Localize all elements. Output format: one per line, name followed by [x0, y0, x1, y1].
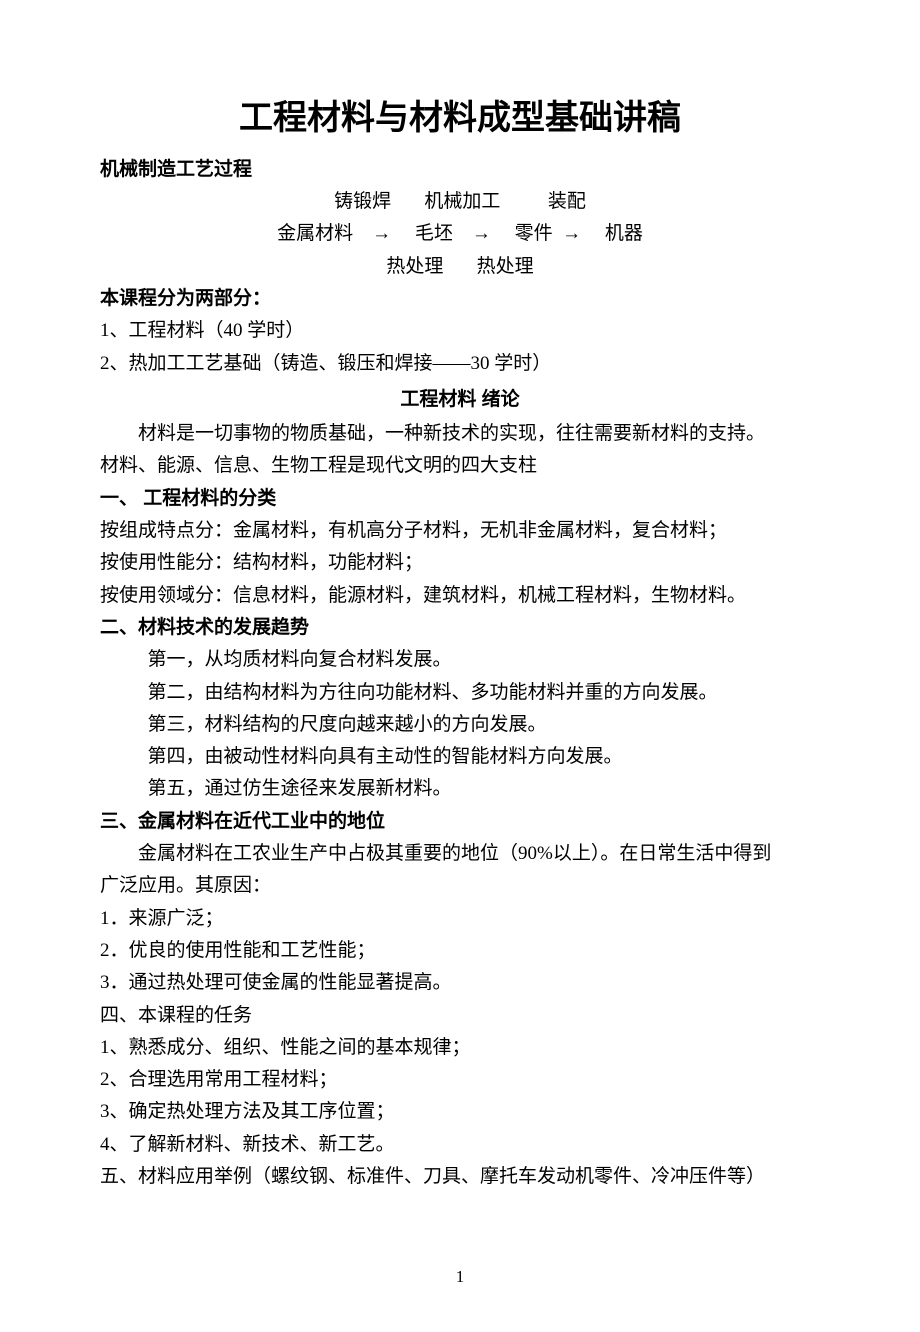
heading-2: 二、材料技术的发展趋势: [100, 612, 820, 644]
position-line-1: 金属材料在工农业生产中占极其重要的地位（90%以上）。在日常生活中得到: [100, 838, 820, 870]
reason-3: 3．通过热处理可使金属的性能显著提高。: [100, 967, 820, 999]
heading-5: 五、材料应用举例（螺纹钢、标准件、刀具、摩托车发动机零件、冷冲压件等）: [100, 1161, 820, 1193]
section-title: 工程材料 绪论: [100, 384, 820, 416]
flow-row-1: 铸锻焊 机械加工 装配: [100, 186, 820, 218]
heading-1: 一、 工程材料的分类: [100, 483, 820, 515]
mech-process-heading: 机械制造工艺过程: [100, 154, 820, 186]
position-line-2: 广泛应用。其原因：: [100, 870, 820, 902]
trend-3: 第三，材料结构的尺度向越来越小的方向发展。: [100, 709, 820, 741]
task-1: 1、熟悉成分、组织、性能之间的基本规律；: [100, 1032, 820, 1064]
reason-2: 2．优良的使用性能和工艺性能；: [100, 935, 820, 967]
document-page: 工程材料与材料成型基础讲稿 机械制造工艺过程 铸锻焊 机械加工 装配 金属材料 …: [0, 0, 920, 1332]
reason-1: 1．来源广泛；: [100, 903, 820, 935]
task-4: 4、了解新材料、新技术、新工艺。: [100, 1129, 820, 1161]
page-number: 1: [100, 1263, 820, 1292]
classification-1: 按组成特点分：金属材料，有机高分子材料，无机非金属材料，复合材料；: [100, 515, 820, 547]
classification-3: 按使用领域分：信息材料，能源材料，建筑材料，机械工程材料，生物材料。: [100, 580, 820, 612]
trend-5: 第五，通过仿生途径来发展新材料。: [100, 773, 820, 805]
classification-2: 按使用性能分：结构材料，功能材料；: [100, 547, 820, 579]
intro-line-2: 材料、能源、信息、生物工程是现代文明的四大支柱: [100, 450, 820, 482]
task-3: 3、确定热处理方法及其工序位置；: [100, 1096, 820, 1128]
flow-row-3: 热处理 热处理: [100, 251, 820, 283]
course-part-1: 1、工程材料（40 学时）: [100, 315, 820, 347]
heading-3: 三、金属材料在近代工业中的地位: [100, 806, 820, 838]
intro-line-1: 材料是一切事物的物质基础，一种新技术的实现，往往需要新材料的支持。: [100, 418, 820, 450]
trend-4: 第四，由被动性材料向具有主动性的智能材料方向发展。: [100, 741, 820, 773]
course-parts-heading: 本课程分为两部分：: [100, 283, 820, 315]
page-title: 工程材料与材料成型基础讲稿: [100, 90, 820, 148]
trend-2: 第二，由结构材料为方往向功能材料、多功能材料并重的方向发展。: [100, 677, 820, 709]
flow-row-2: 金属材料 → 毛坯 → 零件 → 机器: [100, 218, 820, 250]
course-part-2: 2、热加工工艺基础（铸造、锻压和焊接——30 学时）: [100, 348, 820, 380]
heading-4: 四、本课程的任务: [100, 1000, 820, 1032]
trend-1: 第一，从均质材料向复合材料发展。: [100, 644, 820, 676]
task-2: 2、合理选用常用工程材料；: [100, 1064, 820, 1096]
